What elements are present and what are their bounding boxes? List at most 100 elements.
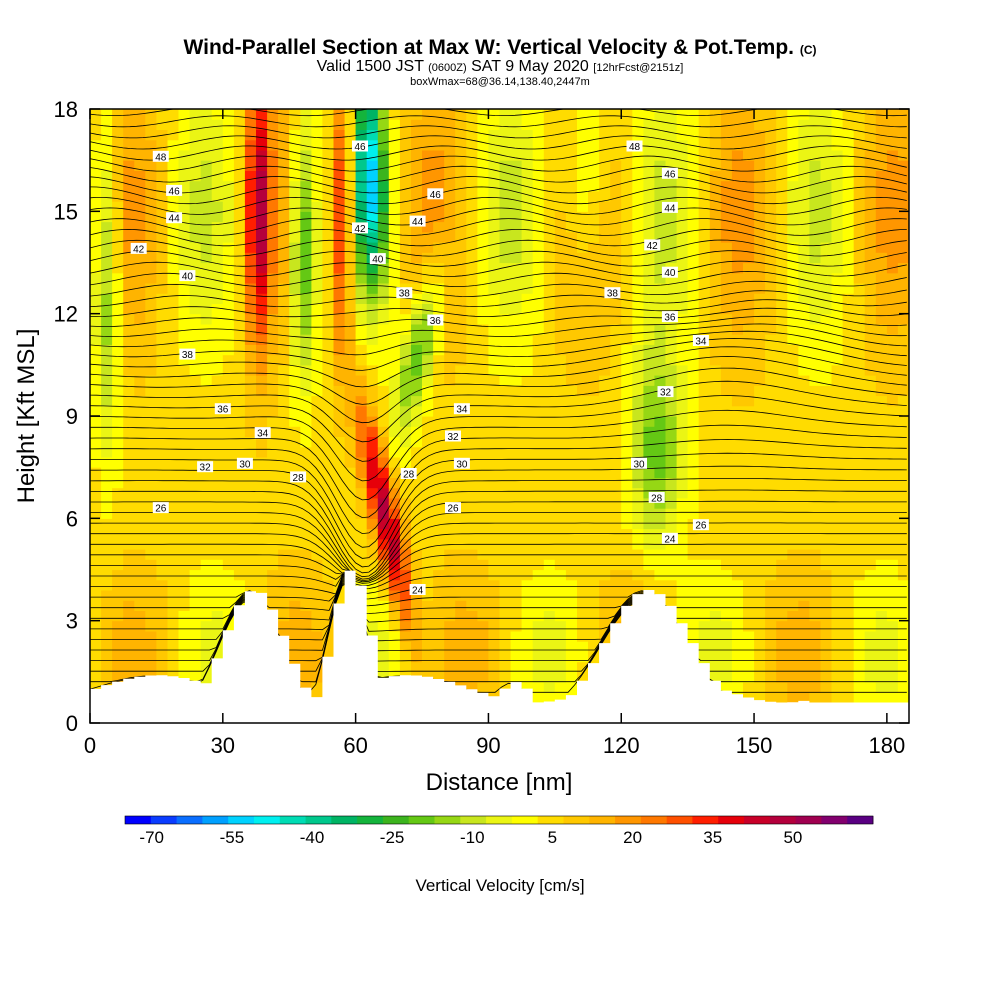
velocity-cell bbox=[521, 467, 534, 478]
velocity-cell bbox=[189, 364, 202, 376]
velocity-cell bbox=[532, 242, 545, 253]
velocity-cell bbox=[256, 160, 268, 171]
velocity-cell bbox=[244, 497, 257, 509]
velocity-cell bbox=[554, 416, 567, 427]
velocity-cell bbox=[178, 620, 191, 632]
velocity-cell bbox=[233, 344, 246, 356]
theta-contour bbox=[90, 176, 907, 194]
velocity-cell bbox=[842, 497, 855, 509]
velocity-cell bbox=[665, 139, 678, 151]
velocity-cell bbox=[278, 221, 290, 233]
velocity-cell bbox=[278, 119, 290, 130]
velocity-cell bbox=[189, 211, 202, 223]
velocity-cell bbox=[289, 139, 301, 151]
velocity-cell bbox=[754, 201, 766, 212]
velocity-cell bbox=[809, 262, 822, 274]
velocity-cell bbox=[278, 395, 290, 407]
velocity-cell bbox=[422, 272, 434, 284]
velocity-cell bbox=[278, 538, 290, 550]
velocity-cell bbox=[211, 119, 224, 130]
velocity-cell bbox=[709, 201, 722, 212]
velocity-cell bbox=[222, 139, 235, 151]
velocity-cell bbox=[123, 426, 135, 437]
velocity-cell bbox=[853, 436, 866, 448]
velocity-cell bbox=[510, 508, 523, 519]
velocity-cell bbox=[167, 436, 180, 448]
velocity-cell bbox=[433, 630, 445, 642]
velocity-cell bbox=[864, 129, 877, 141]
velocity-cell bbox=[532, 692, 545, 704]
velocity-cell bbox=[90, 467, 102, 478]
velocity-cell bbox=[765, 487, 777, 499]
velocity-cell bbox=[709, 375, 722, 386]
theta-label-text: 48 bbox=[155, 152, 167, 163]
velocity-cell bbox=[211, 354, 224, 366]
velocity-cell bbox=[532, 671, 545, 683]
velocity-cell bbox=[333, 467, 346, 478]
velocity-cell bbox=[477, 323, 490, 335]
velocity-cell bbox=[510, 313, 523, 325]
velocity-cell bbox=[433, 528, 445, 540]
theta-contour bbox=[90, 356, 907, 424]
velocity-cell bbox=[466, 344, 478, 356]
theta-contour bbox=[90, 395, 907, 482]
velocity-cell bbox=[145, 518, 157, 530]
velocity-cell bbox=[743, 497, 755, 509]
velocity-cell bbox=[577, 641, 589, 652]
velocity-cell bbox=[776, 620, 788, 632]
velocity-cell bbox=[101, 252, 113, 264]
velocity-cell bbox=[377, 436, 390, 448]
velocity-cell bbox=[189, 149, 202, 161]
velocity-cell bbox=[831, 109, 844, 120]
velocity-cell bbox=[322, 160, 335, 171]
velocity-cell bbox=[577, 129, 589, 141]
velocity-cell bbox=[344, 190, 357, 202]
velocity-cell bbox=[743, 170, 755, 182]
velocity-cell bbox=[222, 559, 235, 571]
velocity-cell bbox=[145, 651, 157, 663]
velocity-cell bbox=[621, 293, 633, 304]
velocity-cell bbox=[632, 569, 644, 581]
velocity-cell bbox=[820, 313, 833, 325]
velocity-cell bbox=[167, 630, 180, 642]
velocity-cell bbox=[654, 231, 667, 243]
velocity-cell bbox=[267, 170, 279, 182]
velocity-cell bbox=[875, 682, 888, 693]
velocity-cell bbox=[422, 590, 434, 601]
velocity-cell bbox=[820, 497, 833, 509]
velocity-cell bbox=[244, 354, 257, 366]
theta-label-bg bbox=[445, 430, 461, 442]
velocity-cell bbox=[134, 364, 146, 376]
velocity-cell bbox=[145, 242, 157, 253]
velocity-cell bbox=[809, 426, 822, 437]
velocity-cell bbox=[875, 426, 888, 437]
velocity-cell bbox=[842, 180, 855, 192]
velocity-cell bbox=[820, 293, 833, 304]
velocity-cell bbox=[477, 620, 490, 632]
velocity-cell bbox=[488, 211, 501, 223]
velocity-cell bbox=[853, 641, 866, 652]
velocity-cell bbox=[200, 242, 213, 253]
velocity-cell bbox=[765, 446, 777, 458]
velocity-cell bbox=[311, 252, 324, 264]
velocity-cell bbox=[178, 446, 191, 458]
velocity-cell bbox=[853, 487, 866, 499]
velocity-cell bbox=[278, 252, 290, 264]
velocity-cell bbox=[798, 569, 810, 581]
velocity-cell bbox=[643, 579, 656, 591]
velocity-cell bbox=[698, 149, 711, 161]
velocity-cell bbox=[787, 375, 799, 386]
velocity-cell bbox=[90, 641, 102, 652]
velocity-cell bbox=[831, 692, 844, 704]
velocity-cell bbox=[565, 600, 578, 611]
velocity-cell bbox=[554, 497, 567, 509]
velocity-cell bbox=[554, 252, 567, 264]
velocity-cell bbox=[820, 487, 833, 499]
velocity-cell bbox=[798, 354, 810, 366]
velocity-cell bbox=[399, 211, 412, 223]
velocity-cell bbox=[466, 456, 478, 468]
velocity-cell bbox=[577, 252, 589, 264]
velocity-cell bbox=[455, 170, 467, 182]
velocity-cell bbox=[809, 651, 822, 663]
velocity-cell bbox=[477, 221, 490, 233]
